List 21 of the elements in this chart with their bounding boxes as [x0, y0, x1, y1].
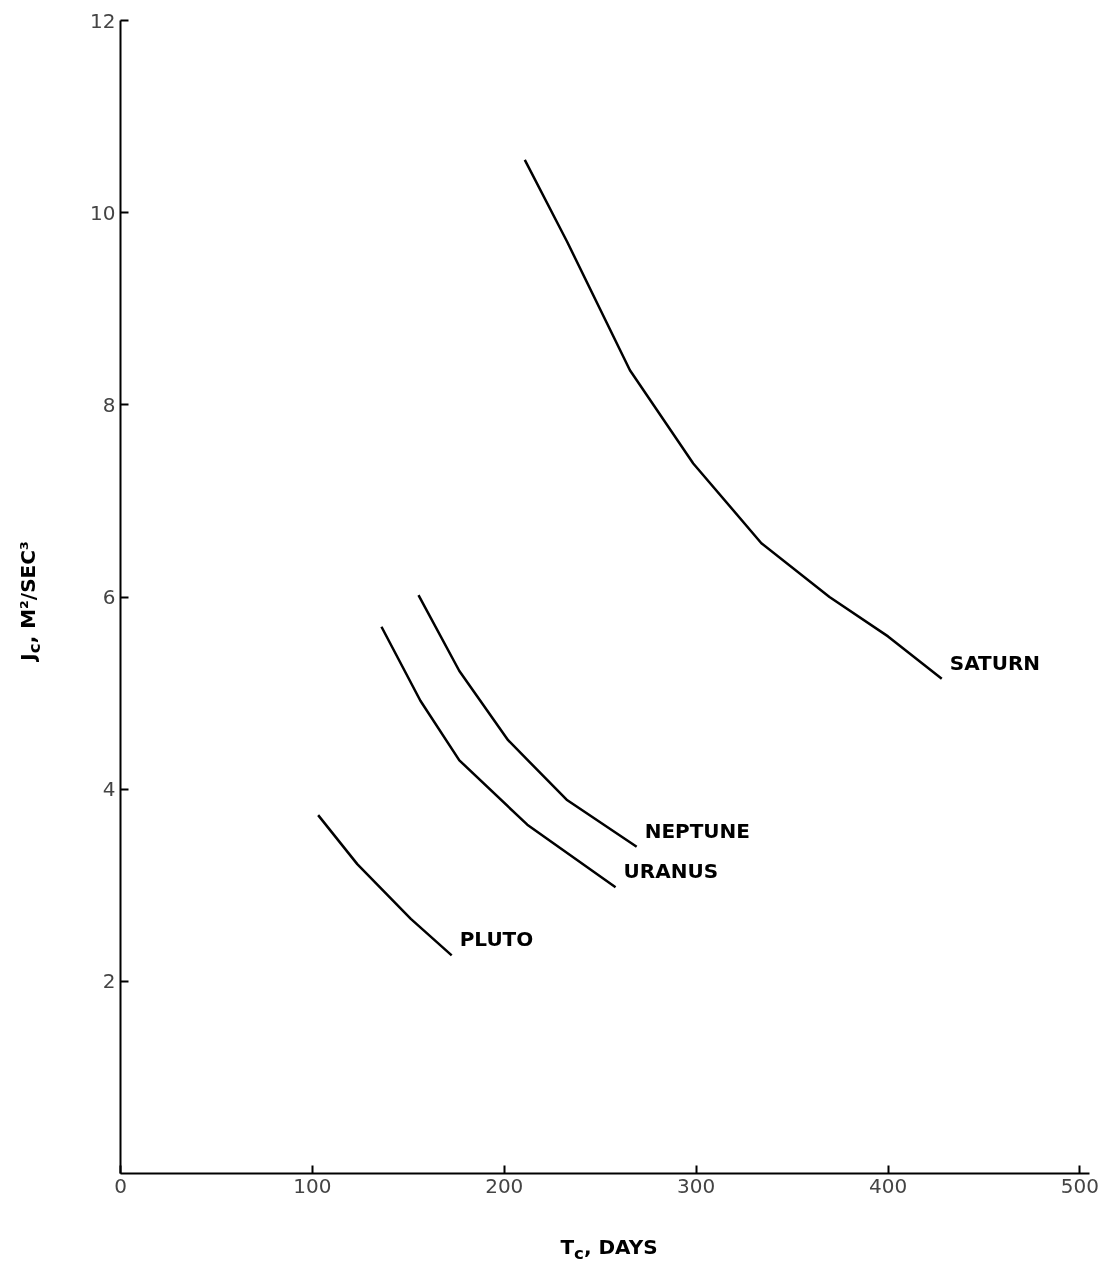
y-tick-label: 2 [102, 969, 116, 994]
series-label: NEPTUNE [644, 818, 750, 843]
y-tick-label: 6 [102, 585, 116, 609]
x-tick-label: 100 [293, 1173, 332, 1198]
x-tick-label: 400 [868, 1173, 908, 1198]
series-label: URANUS [623, 859, 719, 884]
line-series [523, 158, 943, 680]
x-axis-title: T$_{c}$, DAYS [560, 1234, 658, 1265]
y-tick-label: 10 [90, 200, 116, 225]
x-tick-label: 300 [677, 1173, 716, 1198]
y-tick-label: 8 [102, 392, 116, 417]
line-series [417, 593, 638, 849]
line-series [380, 625, 617, 889]
line-series [316, 813, 453, 957]
x-tick-label: 0 [114, 1173, 127, 1198]
series-label: SATURN [949, 650, 1041, 675]
x-tick-label: 500 [1060, 1173, 1100, 1198]
series-label: PLUTO [459, 927, 534, 952]
x-tick-label: 200 [485, 1173, 524, 1198]
y-tick-label: 4 [102, 777, 116, 802]
y-tick-label: 12 [90, 8, 116, 33]
